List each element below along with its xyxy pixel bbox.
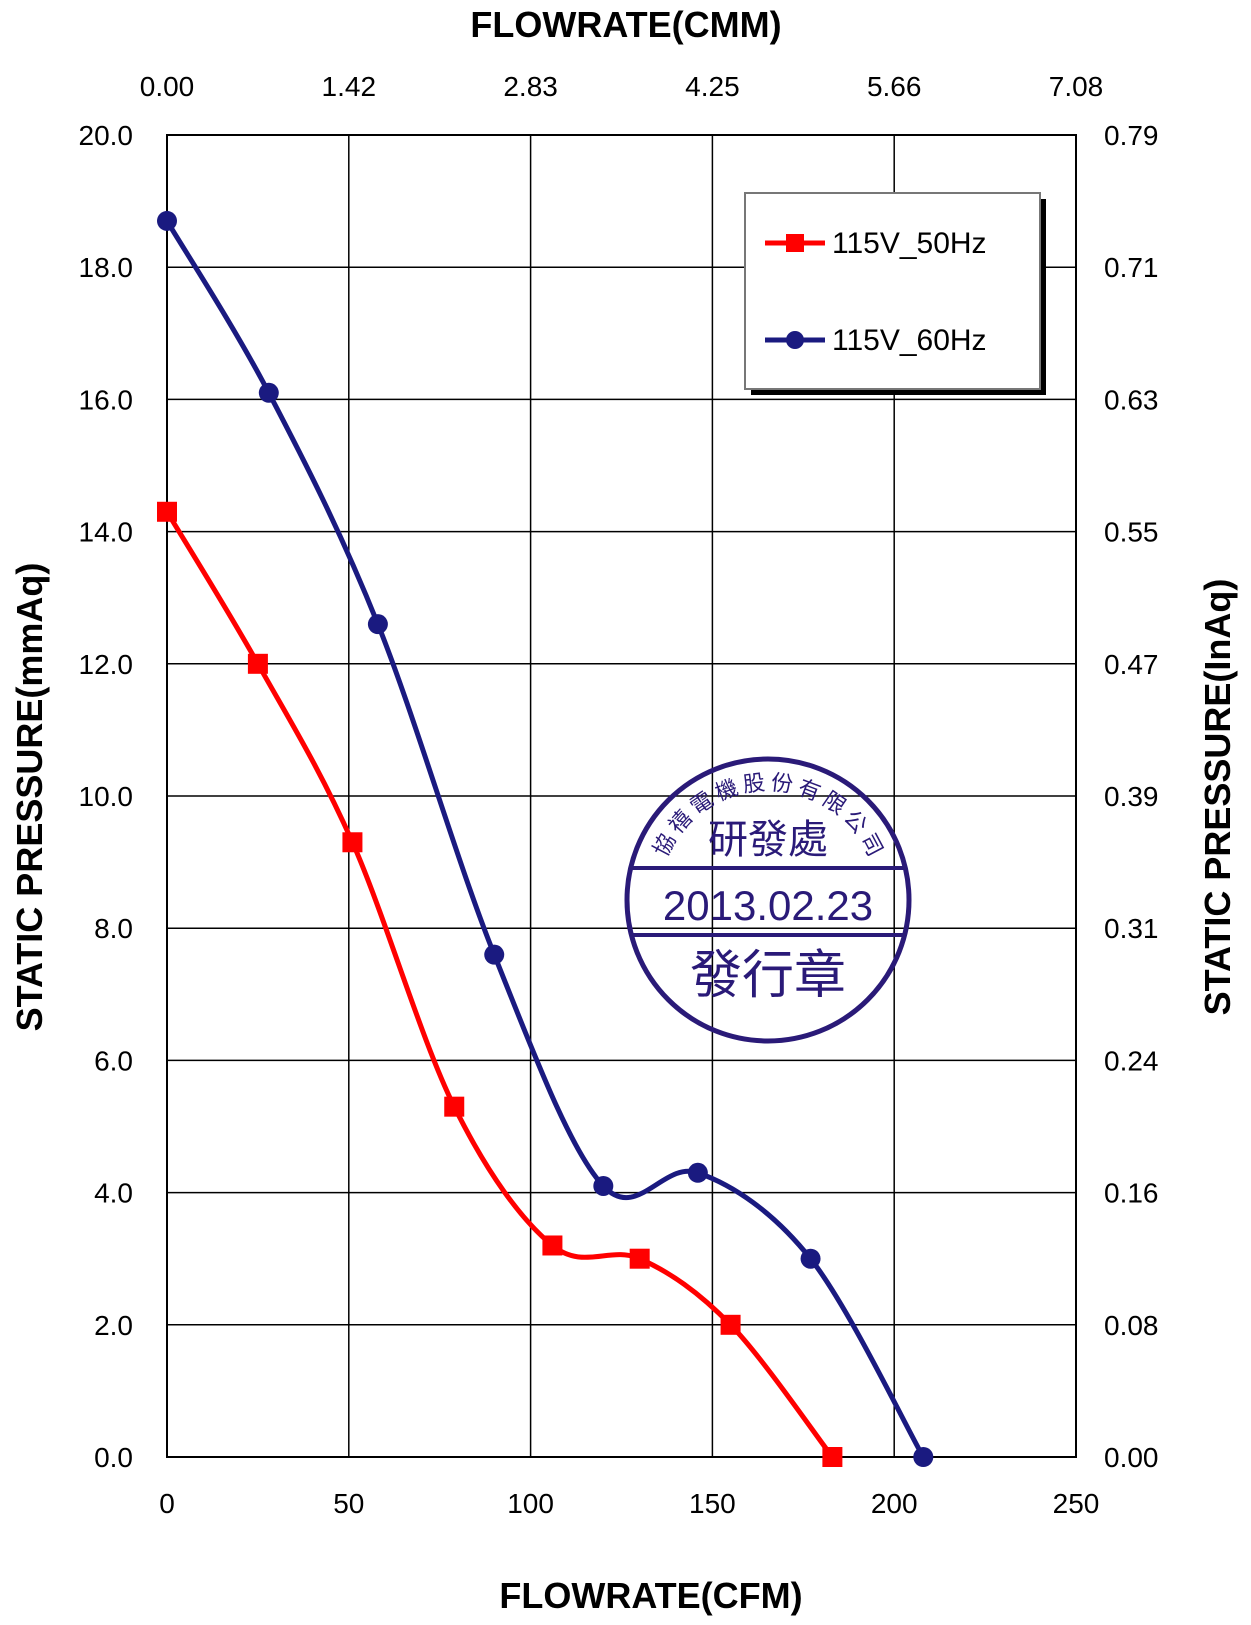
y-tick-label: 10.0 xyxy=(79,781,134,812)
stamp-company-char: 機 xyxy=(712,775,741,806)
stamp-company-char: 司 xyxy=(855,830,887,861)
legend-label-60hz: 115V_60Hz xyxy=(832,324,987,357)
x2-tick-label: 1.42 xyxy=(322,71,377,102)
approval-stamp: 協禧電機股份有限公司 研發處 2013.02.23 發行章 xyxy=(624,756,912,1044)
y2-tick-label: 0.79 xyxy=(1104,120,1159,151)
x-tick-label: 150 xyxy=(689,1488,736,1519)
y2-tick-label: 0.71 xyxy=(1104,252,1159,283)
y2-tick-label: 0.00 xyxy=(1104,1442,1159,1473)
data-point-115v-60hz xyxy=(593,1175,614,1196)
y-tick-label: 12.0 xyxy=(79,649,134,680)
data-point-115v-60hz xyxy=(157,210,177,231)
y-axis-title: STATIC PRESSURE(mmAq) xyxy=(9,563,50,1032)
legend: 115V_50Hz 115V_60Hz xyxy=(744,192,1046,395)
y-tick-label: 18.0 xyxy=(79,252,134,283)
legend-label-50hz: 115V_50Hz xyxy=(832,227,987,260)
data-point-115v-50hz xyxy=(542,1235,563,1256)
data-point-115v-50hz xyxy=(822,1447,843,1467)
y2-tick-label: 0.31 xyxy=(1104,913,1159,944)
stamp-issue-label: 發行章 xyxy=(690,946,846,1006)
series-line-115v-60hz xyxy=(164,219,926,1459)
data-point-115v-50hz xyxy=(157,501,177,522)
data-point-115v-50hz xyxy=(247,653,268,674)
y2-tick-label: 0.63 xyxy=(1104,384,1159,415)
y2-tick-label: 0.47 xyxy=(1104,649,1159,680)
data-point-115v-50hz xyxy=(720,1314,741,1335)
stamp-company-char: 公 xyxy=(838,806,871,839)
plot-frame xyxy=(166,134,1077,1458)
y-tick-label: 2.0 xyxy=(94,1310,133,1341)
x-axis-title: FLOWRATE(CFM) xyxy=(499,1575,802,1616)
x-tick-label: 250 xyxy=(1053,1488,1100,1519)
y-tick-label: 14.0 xyxy=(79,517,134,548)
data-point-115v-50hz xyxy=(444,1096,465,1117)
y-tick-label: 4.0 xyxy=(94,1178,133,1209)
data-point-115v-60hz xyxy=(484,944,505,965)
data-point-115v-60hz xyxy=(800,1248,821,1269)
y2-tick-label: 0.55 xyxy=(1104,517,1159,548)
legend-marker-50hz xyxy=(786,234,804,252)
y-tick-label: 6.0 xyxy=(94,1045,133,1076)
data-point-115v-60hz xyxy=(687,1162,708,1183)
x2-tick-label: 5.66 xyxy=(867,71,922,102)
y2-tick-label: 0.24 xyxy=(1104,1045,1159,1076)
y-tick-label: 0.0 xyxy=(94,1442,133,1473)
series-line-115v-50hz xyxy=(164,510,835,1459)
x-tick-label: 0 xyxy=(159,1488,175,1519)
data-point-115v-50hz xyxy=(342,832,363,853)
x2-axis-title: FLOWRATE(CMM) xyxy=(470,4,781,45)
y2-axis-title: STATIC PRESSURE(InAq) xyxy=(1197,579,1238,1016)
y2-tick-label: 0.16 xyxy=(1104,1178,1159,1209)
x2-tick-label: 4.25 xyxy=(685,71,740,102)
x-tick-label: 50 xyxy=(333,1488,364,1519)
x-tick-label: 100 xyxy=(507,1488,554,1519)
stamp-company-char: 份 xyxy=(770,771,795,798)
legend-marker-60hz xyxy=(786,331,804,349)
stamp-company-char: 有 xyxy=(794,775,823,806)
data-point-115v-50hz xyxy=(629,1248,650,1269)
y-tick-label: 20.0 xyxy=(79,120,134,151)
y2-tick-label: 0.08 xyxy=(1104,1310,1159,1341)
x2-tick-label: 7.08 xyxy=(1049,71,1104,102)
data-point-115v-60hz xyxy=(258,382,279,403)
data-point-115v-60hz xyxy=(913,1447,934,1467)
y-tick-label: 8.0 xyxy=(94,913,133,944)
stamp-date: 2013.02.23 xyxy=(663,882,873,929)
x2-tick-label: 0.00 xyxy=(140,71,195,102)
y-tick-label: 16.0 xyxy=(79,384,134,415)
stamp-outer-ring xyxy=(624,756,912,1044)
x2-tick-label: 2.83 xyxy=(503,71,558,102)
stamp-company-char: 電 xyxy=(686,787,718,820)
y2-tick-label: 0.39 xyxy=(1104,781,1159,812)
stamp-company-char: 股 xyxy=(742,771,767,798)
stamp-department: 研發處 xyxy=(708,817,828,863)
data-point-115v-60hz xyxy=(367,614,388,635)
series-layer xyxy=(157,210,934,1467)
stamp-company-char: 協 xyxy=(649,830,681,861)
x-tick-label: 200 xyxy=(871,1488,918,1519)
